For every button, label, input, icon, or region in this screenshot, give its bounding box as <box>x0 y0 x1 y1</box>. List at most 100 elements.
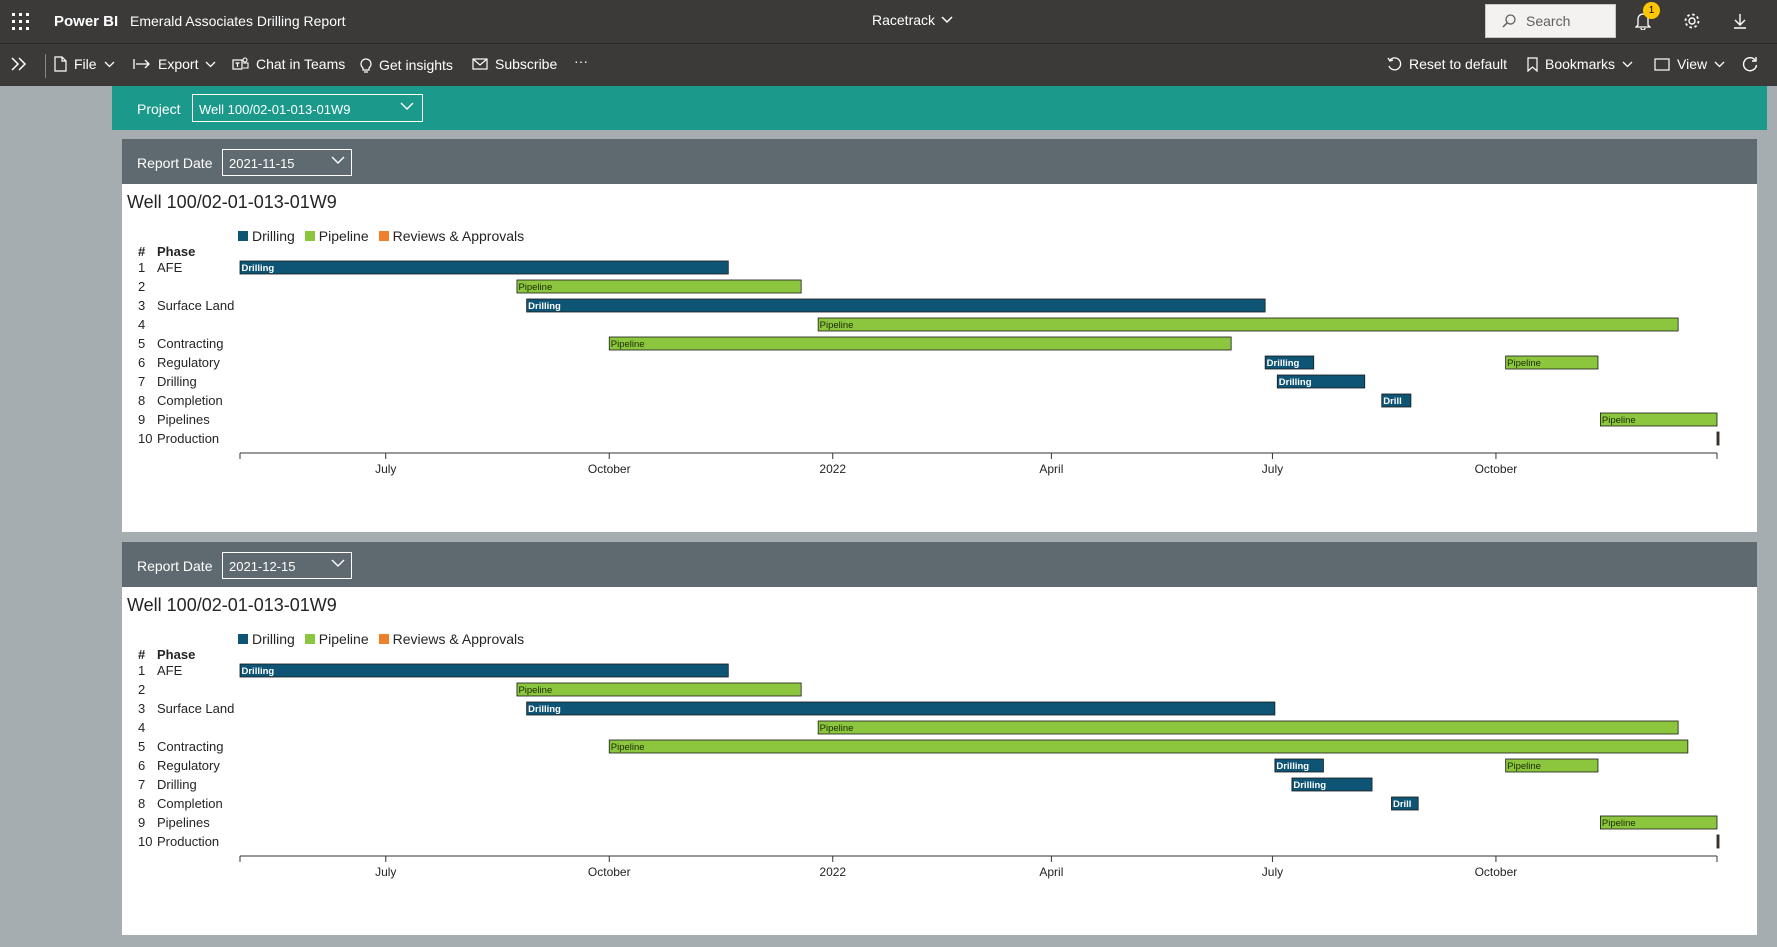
row-number: 10 <box>138 834 152 849</box>
legend-item-pipeline[interactable]: Pipeline <box>304 228 369 244</box>
gantt-bar[interactable]: Drilling <box>239 663 729 678</box>
gantt-bar[interactable]: Drill <box>1381 393 1412 408</box>
row-number: 7 <box>138 777 145 792</box>
subscribe-label: Subscribe <box>495 56 558 72</box>
x-axis-tick-label: April <box>1039 462 1063 476</box>
gantt-bar[interactable]: Pipeline <box>608 336 1232 351</box>
reset-to-default-button[interactable]: Reset to default <box>1387 56 1507 72</box>
row-number: 8 <box>138 393 145 408</box>
app-launcher-icon[interactable] <box>12 13 30 31</box>
export-menu[interactable]: Export <box>133 56 216 72</box>
brand-name[interactable]: Power BI <box>54 13 119 30</box>
gantt-bar-label: Drilling <box>1276 761 1309 772</box>
page-selector[interactable]: Racetrack <box>872 12 953 28</box>
x-axis-tick-label: April <box>1039 865 1063 879</box>
get-insights-button[interactable]: Get insights <box>360 56 453 73</box>
file-menu[interactable]: File <box>54 56 115 72</box>
project-filter-bar: Project Well 100/02-01-013-01W9 <box>112 86 1767 130</box>
chevron-down-icon <box>941 16 953 24</box>
gantt-bar[interactable]: Pipeline <box>817 317 1679 332</box>
gantt-bar[interactable]: Pipeline <box>1505 355 1599 370</box>
mail-icon <box>472 58 488 70</box>
gantt-bar-label: Pipeline <box>518 282 552 293</box>
gantt-bar-label: Pipeline <box>611 742 645 753</box>
chevron-down-icon <box>1714 61 1725 67</box>
legend-swatch <box>378 634 389 644</box>
gantt-bar[interactable]: Drilling <box>1264 355 1315 370</box>
row-phase-label: Completion <box>157 393 223 408</box>
row-number: 1 <box>138 663 145 678</box>
gantt-bar-label: Drilling <box>242 263 275 274</box>
gantt-bar[interactable]: Pipeline <box>516 682 802 697</box>
gantt-bar[interactable]: Drilling <box>1276 374 1366 389</box>
x-axis-tick-label: July <box>375 865 396 879</box>
legend-item-pipeline[interactable]: Pipeline <box>304 631 369 647</box>
row-number: 3 <box>138 298 145 313</box>
more-options-button[interactable]: ··· <box>574 53 588 69</box>
legend-item-reviews[interactable]: Reviews & Approvals <box>378 631 524 647</box>
chevron-down-icon <box>400 102 414 110</box>
report-date-value: 2021-11-15 <box>229 156 295 171</box>
subscribe-button[interactable]: Subscribe <box>472 56 557 72</box>
expand-nav-button[interactable] <box>10 56 28 72</box>
gantt-bar[interactable]: Pipeline <box>516 279 802 294</box>
export-arrow-icon <box>133 59 150 69</box>
report-date-dropdown[interactable]: 2021-12-15 <box>222 552 352 579</box>
x-axis-tick-label: 2022 <box>819 462 846 476</box>
legend-swatch <box>238 231 248 241</box>
gantt-bar-rect <box>1505 758 1599 773</box>
x-axis-tick-label: 2022 <box>819 865 846 879</box>
gantt-bar[interactable]: Pipeline <box>817 720 1679 735</box>
gantt-bar[interactable]: Drilling <box>526 701 1276 716</box>
left-gutter <box>0 86 112 947</box>
legend-item-drilling[interactable]: Drilling <box>238 228 295 244</box>
row-number: 4 <box>138 317 145 332</box>
gantt-bar-label: Pipeline <box>820 320 854 331</box>
gantt-bar-rect <box>817 720 1679 735</box>
refresh-button[interactable] <box>1742 56 1758 72</box>
view-menu[interactable]: View <box>1654 56 1725 72</box>
project-dropdown[interactable]: Well 100/02-01-013-01W9 <box>192 94 423 122</box>
view-icon <box>1654 57 1670 71</box>
chat-in-teams-button[interactable]: Chat in Teams <box>232 56 345 72</box>
reset-to-default-label: Reset to default <box>1409 56 1508 72</box>
x-axis-tick-label: July <box>375 462 396 476</box>
gantt-bar[interactable]: Pipeline <box>1505 758 1599 773</box>
gantt-bar[interactable]: Drilling <box>1274 758 1324 773</box>
gantt-bar[interactable]: Drilling <box>1291 777 1373 792</box>
gantt-bar[interactable]: Drilling <box>239 260 729 275</box>
settings-button[interactable] <box>1681 10 1703 32</box>
gantt-bar[interactable]: Pipeline <box>1599 412 1718 427</box>
search-icon <box>1502 14 1516 28</box>
gantt-bar[interactable]: Pipeline <box>1599 815 1718 830</box>
gantt-chart: # Phase 1 AFE 2 3 Surface Land 4 5 Contracting 6 Re… <box>138 244 1720 476</box>
gantt-bar[interactable] <box>1716 834 1720 849</box>
get-insights-label: Get insights <box>379 56 453 73</box>
report-date-dropdown[interactable]: 2021-11-15 <box>222 149 352 176</box>
download-button[interactable] <box>1729 10 1751 32</box>
legend-label: Drilling <box>252 228 295 244</box>
bookmarks-menu[interactable]: Bookmarks <box>1527 56 1633 72</box>
legend-swatch <box>304 634 315 644</box>
column-header-phase: Phase <box>157 244 195 259</box>
gantt-bar[interactable]: Drilling <box>526 298 1266 313</box>
gantt-bar[interactable] <box>1716 431 1720 446</box>
chevron-down-icon <box>1622 61 1633 67</box>
report-title: Emerald Associates Drilling Report <box>130 13 346 29</box>
gantt-bar[interactable]: Drill <box>1391 796 1419 811</box>
gantt-bar[interactable]: Pipeline <box>608 739 1689 754</box>
row-number: 8 <box>138 796 145 811</box>
gantt-bar-rect <box>1291 777 1373 792</box>
gantt-bar-rect <box>1505 355 1599 370</box>
chat-in-teams-label: Chat in Teams <box>256 56 346 72</box>
gantt-bar-rect <box>1599 412 1718 427</box>
legend-swatch <box>304 231 315 241</box>
search-input[interactable]: Search <box>1485 4 1616 38</box>
gantt-bar-rect <box>1716 834 1720 849</box>
x-axis-tick-label: October <box>1475 462 1518 476</box>
row-phase-label: Regulatory <box>157 758 220 773</box>
legend-item-drilling[interactable]: Drilling <box>238 631 295 647</box>
gantt-bar-rect <box>608 336 1232 351</box>
reset-icon <box>1387 56 1402 70</box>
legend-item-reviews[interactable]: Reviews & Approvals <box>378 228 524 244</box>
